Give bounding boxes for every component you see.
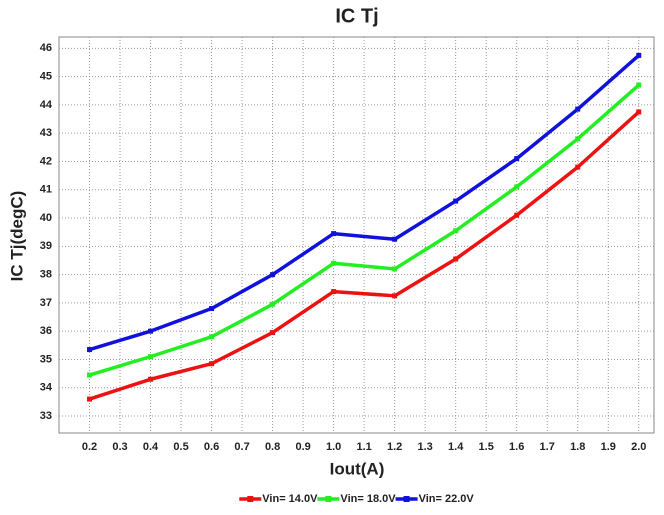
- x-tick-label: 0.4: [143, 441, 159, 453]
- x-tick-label: 0.5: [173, 441, 188, 453]
- y-tick-label: 41: [40, 184, 52, 196]
- point: [514, 212, 520, 218]
- x-tick-label: 1.8: [570, 441, 585, 453]
- chart-title: IC Tj: [335, 5, 378, 27]
- x-tick-label: 0.7: [234, 441, 249, 453]
- x-tick-label: 0.8: [265, 441, 280, 453]
- y-tick-label: 37: [40, 297, 52, 309]
- x-tick-label: 1.2: [387, 441, 402, 453]
- x-tick-label: 1.6: [509, 441, 524, 453]
- point: [392, 293, 398, 299]
- point: [453, 228, 459, 234]
- y-tick-label: 44: [40, 99, 53, 111]
- y-tick-label: 34: [40, 382, 53, 394]
- point: [392, 266, 398, 272]
- x-tick-label: 1.4: [448, 441, 464, 453]
- point: [148, 354, 154, 360]
- point: [331, 289, 337, 295]
- legend-marker: [403, 496, 410, 502]
- point: [453, 256, 459, 262]
- y-tick-label: 38: [40, 269, 52, 281]
- x-tick-label: 0.6: [204, 441, 219, 453]
- x-tick-label: 2.0: [631, 441, 646, 453]
- point: [270, 301, 276, 307]
- x-tick-label: 1.0: [326, 441, 341, 453]
- x-tick-label: 1.9: [601, 441, 616, 453]
- x-tick-label: 1.3: [418, 441, 433, 453]
- point: [575, 164, 581, 170]
- x-tick-label: 0.2: [82, 441, 97, 453]
- legend-item: Vin= 14.0V: [239, 493, 318, 505]
- point: [331, 231, 337, 237]
- plot-frame: [58, 36, 655, 434]
- point: [270, 272, 276, 278]
- legend-item: Vin= 18.0V: [317, 493, 396, 505]
- y-tick-label: 39: [40, 240, 52, 252]
- legend-label: Vin= 14.0V: [262, 493, 318, 505]
- point: [331, 260, 337, 266]
- series-line: [88, 110, 640, 401]
- series-line: [89, 83, 640, 377]
- point: [209, 361, 215, 367]
- legend-label: Vin= 18.0V: [340, 493, 396, 505]
- legend-marker: [325, 496, 332, 502]
- y-tick-label: 46: [40, 42, 52, 54]
- y-tick-label: 33: [40, 410, 52, 422]
- y-tick-label: 35: [40, 353, 52, 365]
- y-tick-label: 36: [40, 325, 52, 337]
- point: [514, 156, 520, 162]
- x-tick-label: 1.5: [479, 441, 494, 453]
- point: [453, 198, 459, 204]
- series-line: [89, 54, 640, 352]
- point: [575, 106, 581, 112]
- y-tick-label: 40: [40, 212, 52, 224]
- point: [636, 52, 642, 58]
- point: [148, 328, 154, 334]
- y-axis-label: IC Tj(degC): [7, 191, 26, 282]
- point: [148, 376, 154, 382]
- point: [392, 236, 398, 242]
- point: [270, 330, 276, 336]
- point: [575, 136, 581, 142]
- x-tick-label: 1.1: [356, 441, 371, 453]
- point: [87, 396, 93, 402]
- x-tick-label: 1.7: [540, 441, 555, 453]
- legend-marker: [247, 496, 254, 502]
- x-axis-label: Iout(A): [330, 459, 385, 478]
- point: [87, 372, 93, 378]
- point: [636, 82, 642, 88]
- legend-label: Vin= 22.0V: [419, 493, 475, 505]
- y-tick-label: 43: [40, 127, 52, 139]
- x-tick-label: 0.3: [112, 441, 127, 453]
- point: [87, 347, 93, 353]
- point: [209, 306, 215, 312]
- point: [209, 334, 215, 340]
- y-tick-label: 42: [40, 155, 52, 167]
- y-tick-label: 45: [40, 71, 52, 83]
- point: [636, 109, 642, 115]
- point: [514, 184, 520, 190]
- x-tick-label: 0.9: [295, 441, 310, 453]
- legend-item: Vin= 22.0V: [395, 493, 475, 505]
